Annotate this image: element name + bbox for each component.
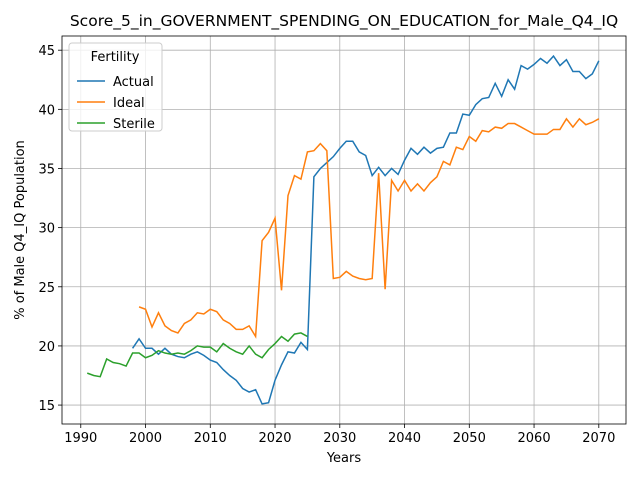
chart-title: Score_5_in_GOVERNMENT_SPENDING_ON_EDUCAT… [70,12,618,31]
x-axis-label: Years [326,451,362,466]
y-tick-label: 25 [38,281,55,296]
legend-label: Ideal [113,96,145,111]
line [138,117,600,339]
legend-box [68,42,163,132]
y-tick-label: 35 [38,162,55,177]
legend-label: Sterile [113,117,155,132]
x-tick-label: 1990 [64,431,97,446]
x-tick-label: 2010 [194,431,227,446]
y-tick-label: 45 [38,44,55,59]
line [131,54,600,405]
legend-title: Fertility [91,50,140,65]
x-tick-label: 2040 [388,431,421,446]
y-axis-label: % of Male Q4_IQ Population [13,140,28,320]
y-tick-label: 15 [38,399,55,414]
y-tick-label: 30 [38,222,55,237]
legend: Fertility Actual Ideal Sterile [68,42,163,132]
x-tick-label: 2030 [323,431,356,446]
legend-label: Actual [113,75,154,90]
y-tick-label: 40 [38,103,55,118]
x-tick-label: 2070 [582,431,615,446]
x-tick-label: 2000 [129,431,162,446]
y-tick-label: 20 [38,340,55,355]
x-tick-label: 2060 [518,431,551,446]
line [86,332,308,378]
plot-frame [61,35,627,425]
x-tick-label: 2020 [258,431,291,446]
x-tick-label: 2050 [453,431,486,446]
